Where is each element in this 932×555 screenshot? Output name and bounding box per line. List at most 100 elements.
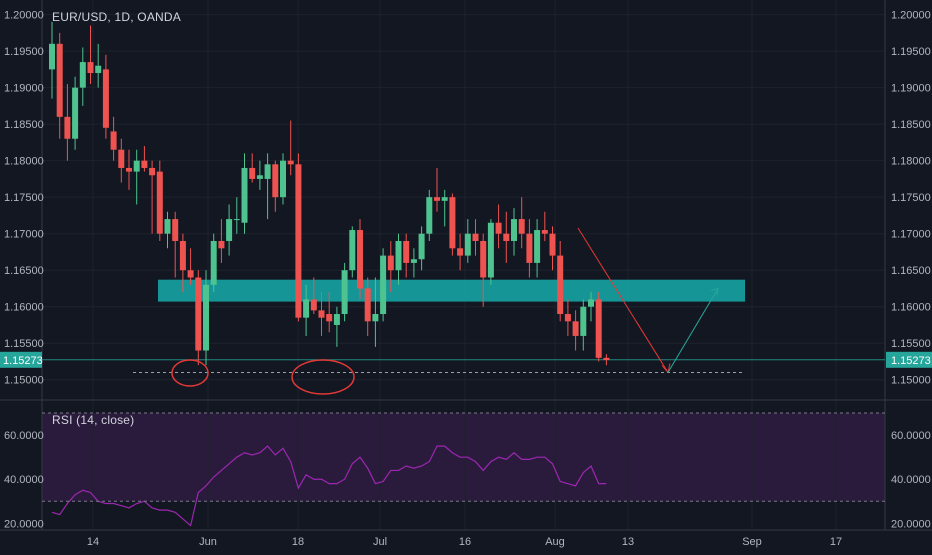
- candle-up: [349, 230, 356, 271]
- candle-down: [526, 233, 533, 263]
- rsi-tick-label-right: 40.0000: [891, 474, 931, 486]
- y-tick-label-right: 1.18000: [891, 156, 931, 168]
- candle-down: [357, 230, 363, 289]
- candle-down: [102, 69, 109, 128]
- y-tick-label-right: 1.19000: [891, 83, 931, 95]
- candle-down: [572, 321, 579, 336]
- rsi-tick-label-right: 60.0000: [891, 430, 931, 442]
- candle-down: [434, 197, 440, 201]
- last-price-tag-right: [886, 351, 932, 368]
- candle-up: [210, 240, 217, 285]
- candle-up: [79, 62, 86, 88]
- y-tick-label-left: 1.16000: [4, 302, 44, 314]
- candle-up: [418, 233, 425, 260]
- candle-down: [87, 62, 94, 74]
- y-tick-label-right: 1.17000: [891, 229, 931, 241]
- candle-down: [541, 230, 548, 234]
- y-tick-label-left: 1.19500: [4, 46, 44, 58]
- last-price-tag-left: [0, 351, 42, 368]
- y-tick-label-right: 1.16500: [891, 265, 931, 277]
- candle-up: [233, 219, 240, 221]
- candle-down: [141, 160, 148, 168]
- candle-up: [95, 65, 102, 74]
- y-tick-label-right: 1.16000: [891, 302, 931, 314]
- candle-down: [603, 357, 610, 361]
- candle-up: [372, 314, 379, 322]
- candle-down: [564, 314, 571, 322]
- y-tick-label-left: 1.17000: [4, 229, 44, 241]
- candle-up: [487, 222, 494, 278]
- y-tick-label-right: 1.19500: [891, 46, 931, 58]
- candle-down: [118, 149, 125, 168]
- last-price-label-left: 1.15273: [3, 355, 43, 367]
- candle-down: [403, 240, 410, 263]
- candle-down: [287, 160, 294, 165]
- candle-up: [426, 197, 433, 234]
- candle-down: [595, 299, 602, 358]
- candle-down: [503, 233, 510, 241]
- candle-up: [49, 43, 55, 70]
- candle-down: [110, 131, 117, 150]
- y-tick-label-right: 1.15500: [891, 338, 931, 350]
- x-tick-label: Jul: [373, 536, 387, 548]
- candle-up: [341, 270, 348, 315]
- candle-down: [64, 116, 71, 139]
- candle-up: [241, 167, 248, 223]
- y-tick-label-right: 1.20000: [891, 10, 931, 22]
- low-circle-2: [291, 359, 355, 395]
- candle-down: [295, 164, 302, 318]
- x-tick-label: 18: [292, 536, 304, 548]
- candle-down: [56, 43, 63, 117]
- candle-down: [480, 240, 487, 278]
- candle-up: [280, 160, 286, 198]
- candle-up: [226, 219, 233, 241]
- candle-down: [149, 167, 156, 176]
- candle-down: [549, 233, 556, 256]
- candle-up: [395, 240, 402, 271]
- rsi-tick-label-left: 60.0000: [4, 430, 44, 442]
- candle-down: [249, 167, 256, 179]
- rsi-tick-label-left: 20.0000: [4, 518, 44, 530]
- candle-down: [218, 240, 225, 249]
- candle-up: [72, 87, 79, 139]
- candle-up: [333, 314, 340, 325]
- candle-up: [464, 233, 471, 256]
- projection-up-arrowhead: [710, 287, 719, 296]
- candle-up: [580, 306, 587, 336]
- candle-down: [318, 310, 325, 318]
- last-price-label-right: 1.15273: [891, 355, 931, 367]
- y-tick-label-left: 1.19000: [4, 83, 44, 95]
- candle-down: [326, 314, 333, 322]
- candle-down: [387, 255, 394, 271]
- x-tick-label: Sep: [742, 536, 762, 548]
- candle-up: [380, 255, 387, 315]
- candle-down: [310, 299, 317, 311]
- candle-up: [256, 175, 263, 179]
- support-zone: [158, 279, 745, 302]
- symbol-label: EUR/USD, 1D, OANDA: [52, 10, 181, 24]
- candle-up: [588, 299, 594, 307]
- candle-down: [195, 277, 202, 351]
- candle-down: [126, 167, 132, 172]
- candle-down: [457, 248, 464, 256]
- candle-down: [156, 171, 163, 234]
- candle-down: [179, 240, 186, 271]
- candle-down: [518, 219, 525, 234]
- x-tick-label: 17: [830, 536, 842, 548]
- y-tick-label-left: 1.16500: [4, 265, 44, 277]
- candle-up: [133, 160, 140, 172]
- projection-down-line: [577, 227, 669, 373]
- y-tick-label-left: 1.18000: [4, 156, 44, 168]
- x-tick-label: Jun: [199, 536, 217, 548]
- candle-down: [364, 288, 371, 322]
- candle-down: [557, 255, 564, 315]
- x-tick-label: 16: [459, 536, 471, 548]
- candle-up: [164, 219, 171, 234]
- y-tick-label-left: 1.20000: [4, 10, 44, 22]
- candle-up: [534, 230, 541, 263]
- projection-up-line: [667, 288, 719, 373]
- candle-down: [272, 164, 279, 198]
- y-tick-label-left: 1.15500: [4, 338, 44, 350]
